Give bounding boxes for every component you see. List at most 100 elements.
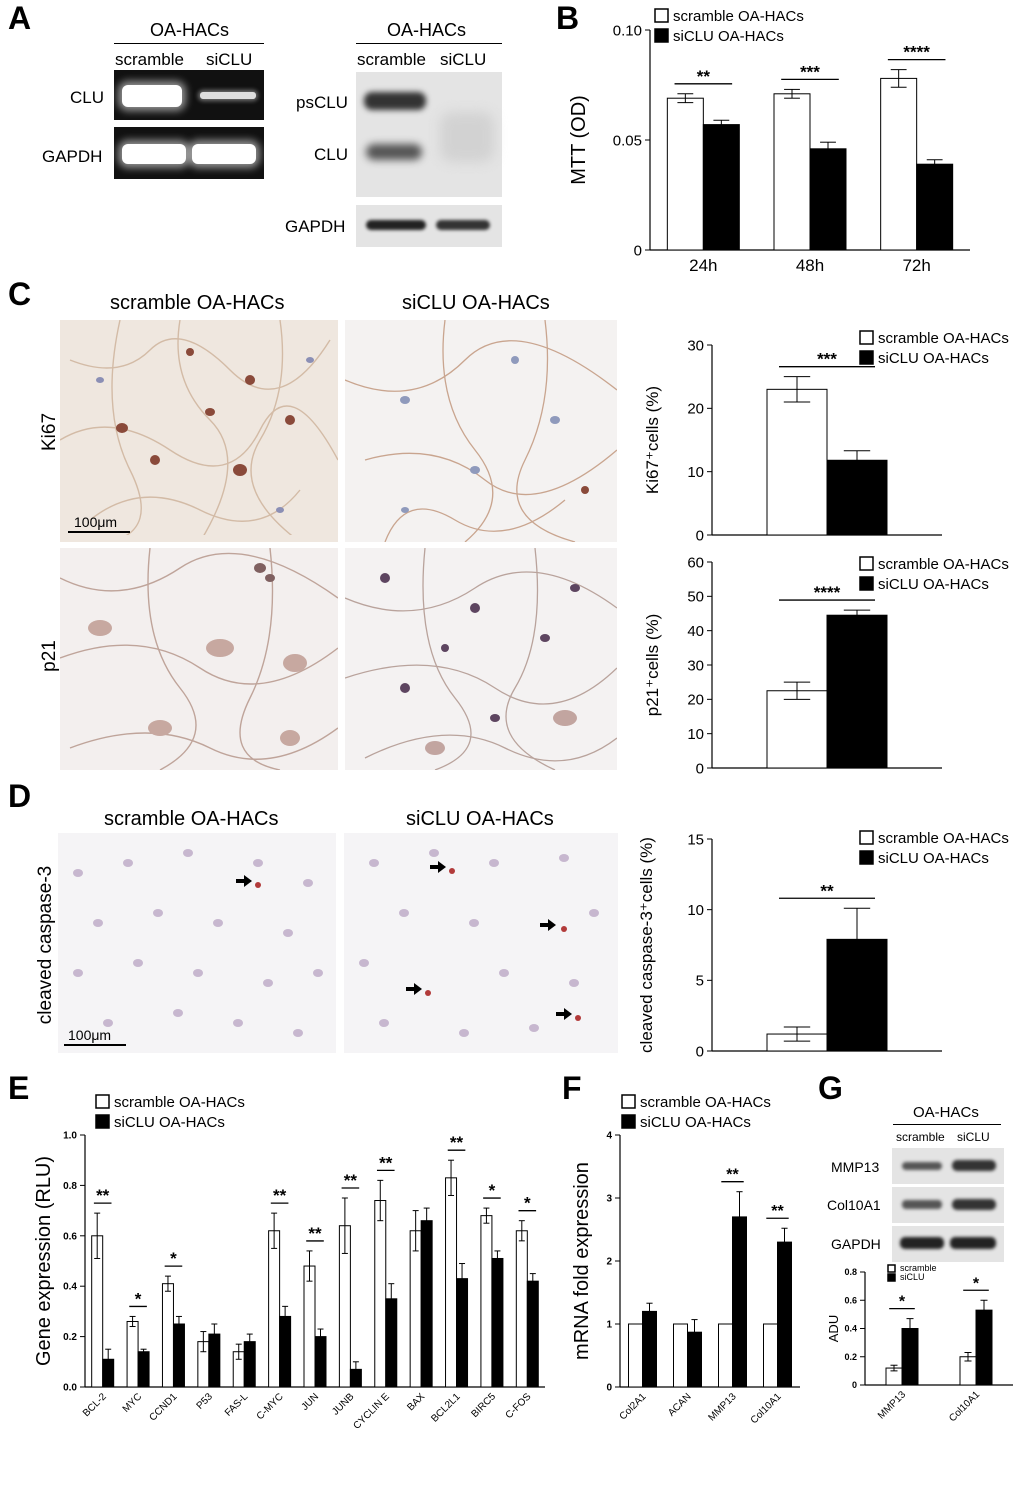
y-tick-label: 0.8 (63, 1181, 77, 1192)
y-tick-label: 0.4 (844, 1324, 857, 1334)
x-tick-label: MMP13 (876, 1389, 908, 1421)
chart-c-p21: 0 10 20 30 40 50 60 p21⁺cells (%) **** scramble O… (643, 554, 1009, 777)
x-tick-label: MMP13 (706, 1391, 738, 1423)
bar-siclu-oa-hacs-birc5 (491, 1257, 504, 1388)
scale-bar-d-label: 100μm (68, 1027, 112, 1043)
legend-label-scramble-oa-hacs: scramble OA-HACs (878, 556, 1009, 573)
y-tick-label: 0.6 (844, 1295, 857, 1305)
bar-siclu-oa-hacs-72h (916, 163, 954, 251)
scale-bar-d (64, 1044, 126, 1046)
significance-label: * (489, 1181, 496, 1200)
bar-siclu-oa-hacs-c-fos (526, 1280, 539, 1388)
g-blot-header: OA-HACs (913, 1104, 979, 1121)
y-tick-label: 10 (687, 464, 704, 481)
x-tick-label: MYC (121, 1391, 145, 1415)
y-tick-label: 0 (696, 760, 704, 777)
y-tick-label: 40 (687, 623, 704, 640)
bar-scramble-oa-hacs-48h (773, 93, 811, 251)
legend-swatch-siclu-oa-hacs (621, 1114, 636, 1129)
bar-scramble-oa-hacs-bax (409, 1230, 422, 1388)
legend-label-siclu: siCLU (900, 1272, 925, 1282)
legend-swatch-siclu-oa-hacs (859, 576, 874, 591)
y-tick-label: 50 (687, 589, 704, 606)
rt-row-gapdh: GAPDH (42, 147, 103, 166)
significance-label: *** (817, 350, 837, 369)
legend-swatch-siclu-oa-hacs (859, 350, 874, 365)
g-lane-siclu: siCLU (957, 1130, 990, 1144)
micrograph-casp3-scramble (58, 833, 336, 1053)
chart-g-adu: 0 0.2 0.4 0.6 0.8 ADU * MMP13 * Col10A1 scramblesi… (826, 1263, 1013, 1424)
chart-e-gene-expression: 0.0 0.2 0.4 0.6 0.8 1.0 Gene expression (RLU) *… (33, 1094, 545, 1432)
legend-label-siclu-oa-hacs: siCLU OA-HACs (673, 28, 784, 45)
significance-label: ** (96, 1186, 110, 1205)
bar-scramble-oa-hacs-x (766, 388, 828, 536)
legend-swatch-siclu-oa-hacs (95, 1114, 110, 1129)
chart-b-mtt: 0 0.05 0.10 MTT (OD) ** 24h *** 48h **** 72h scram… (568, 8, 970, 275)
chart-f-mrna: 0 1 2 3 4 mRNA fold expression Col2A1 ACAN ** MMP… (571, 1094, 800, 1426)
significance-label: *** (800, 62, 820, 81)
wb-lane-scramble: scramble (357, 50, 426, 69)
y-tick-label: 0.10 (613, 22, 642, 39)
significance-label: ** (344, 1171, 358, 1190)
bar-scramble-oa-hacs-col2a1 (628, 1323, 643, 1388)
panel-letter-c: C (8, 276, 32, 312)
bar-siclu-oa-hacs-myc (137, 1351, 150, 1388)
y-tick-label: 15 (687, 831, 704, 848)
legend-swatch-scramble-oa-hacs (654, 8, 669, 23)
y-axis-label: cleaved caspase-3⁺cells (%) (637, 837, 656, 1053)
g-blot-gapdh (892, 1226, 1004, 1262)
rt-row-clu: CLU (70, 88, 105, 107)
x-tick-label: CYCLIN E (351, 1391, 392, 1432)
x-tick-label: BIRC5 (469, 1391, 498, 1420)
y-tick-label: 0.2 (844, 1352, 857, 1362)
legend-swatch-scramble-oa-hacs (859, 556, 874, 571)
chart-d-caspase: 0 5 10 15 cleaved caspase-3⁺cells (%) ** scram… (637, 830, 1009, 1060)
legend-label-siclu-oa-hacs: siCLU OA-HACs (878, 576, 989, 593)
bar-scramble-oa-hacs-jun (303, 1265, 316, 1388)
legend-label-siclu-oa-hacs: siCLU OA-HACs (640, 1114, 751, 1131)
panel-letter-b: B (556, 0, 580, 36)
micrograph-casp3-siclu (344, 833, 618, 1053)
bar-scramble-oa-hacs-72h (880, 77, 918, 251)
significance-label: **** (903, 43, 930, 62)
x-tick-label: Col2A1 (618, 1391, 649, 1422)
bar-siclu-oa-hacs-c-myc (279, 1315, 292, 1388)
d-col-title-siclu: siCLU OA-HACs (406, 808, 554, 830)
bar-siclu-oa-hacs-x (826, 459, 888, 536)
y-tick-label: 0 (696, 527, 704, 544)
panel-letter-f: F (562, 1070, 582, 1106)
significance-label: ** (820, 881, 834, 900)
x-tick-label: Col10A1 (947, 1389, 982, 1424)
legend-swatch-scramble-oa-hacs (859, 830, 874, 845)
significance-label: ** (273, 1186, 287, 1205)
y-tick-label: 60 (687, 554, 704, 571)
bar-scramble-oa-hacs-cyclin-e (374, 1200, 387, 1388)
y-tick-label: 0.6 (63, 1231, 77, 1242)
significance-label: **** (814, 583, 841, 602)
g-row-mmp13: MMP13 (831, 1159, 880, 1175)
bar-siclu-oa-hacs-x (826, 614, 888, 769)
legend-label-scramble-oa-hacs: scramble OA-HACs (673, 8, 804, 25)
x-tick-label: BCL2L1 (429, 1391, 463, 1425)
rt-lane-siclu: siCLU (206, 50, 253, 69)
panel-letter-e: E (8, 1070, 30, 1106)
bar-scramble-oa-hacs-acan (673, 1323, 688, 1388)
gel-clu (114, 70, 264, 120)
y-tick-label: 1.0 (63, 1131, 77, 1142)
x-tick-label: BAX (405, 1391, 427, 1413)
micrograph-p21-siclu (345, 548, 617, 770)
significance-label: ** (697, 67, 711, 86)
legend-swatch-scramble-oa-hacs (859, 330, 874, 345)
bar-scramble-oa-hacs-c-myc (268, 1230, 281, 1388)
legend-swatch-scramble (887, 1264, 896, 1273)
bar-scramble-oa-hacs-bcl2l1 (445, 1177, 458, 1388)
bar-siclu-col10a1 (975, 1309, 993, 1386)
y-axis-label: ADU (826, 1315, 841, 1342)
y-tick-label: 30 (687, 337, 704, 354)
y-axis-label: MTT (OD) (568, 95, 590, 185)
significance-label: ** (726, 1167, 739, 1184)
legend-label-scramble: scramble (900, 1263, 937, 1273)
legend-label-scramble-oa-hacs: scramble OA-HACs (114, 1094, 245, 1111)
bar-scramble-oa-hacs-myc (126, 1320, 139, 1388)
y-axis-label: Gene expression (RLU) (33, 1156, 55, 1366)
